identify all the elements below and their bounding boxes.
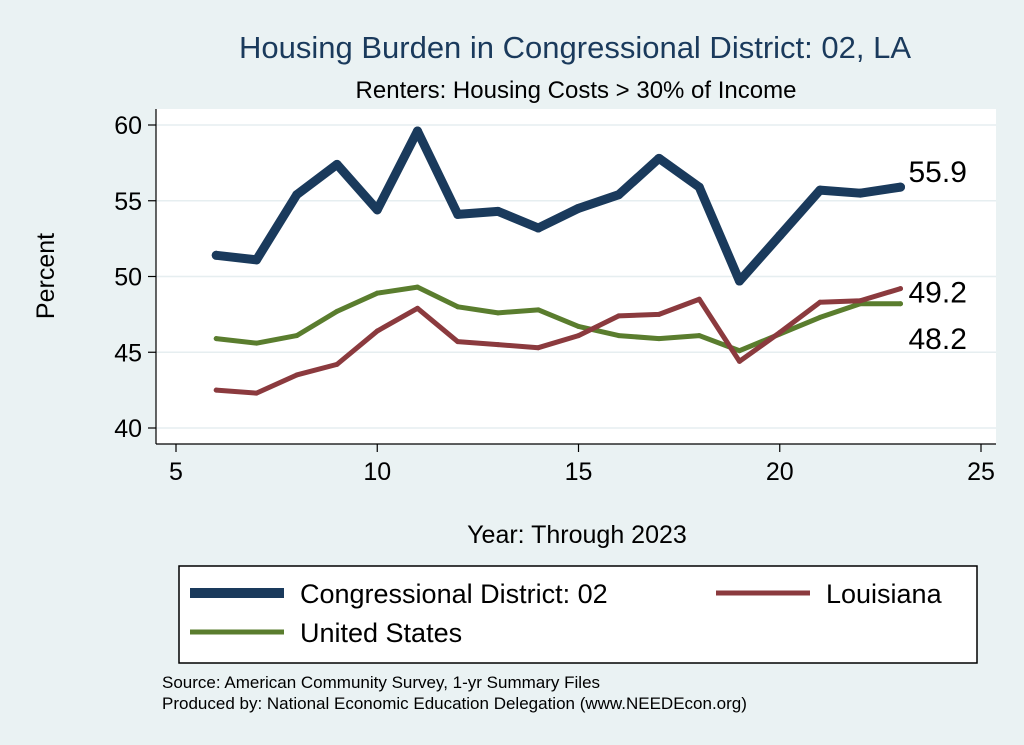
legend-label-district: Congressional District: 02: [300, 579, 608, 609]
data-point-district: [493, 206, 503, 216]
x-tick-label: 15: [565, 458, 593, 486]
end-label-louisiana: 49.2: [909, 277, 967, 310]
data-point-district: [332, 159, 342, 169]
data-point-louisiana: [213, 387, 219, 393]
data-point-district: [735, 276, 744, 286]
data-point-louisiana: [535, 345, 541, 351]
data-point-district: [533, 223, 543, 233]
data-point-louisiana: [334, 361, 340, 367]
data-point-louisiana: [294, 372, 300, 378]
data-point-louisiana: [696, 296, 702, 302]
data-point-us: [817, 314, 823, 320]
end-labels: 55.9 49.2 48.2: [909, 156, 967, 356]
y-axis-ticks: 40 45 50 55 60: [114, 112, 156, 443]
data-point-us: [495, 310, 501, 316]
data-point-us: [616, 333, 622, 339]
series-group: [211, 126, 905, 396]
series-line-louisiana: [213, 286, 903, 396]
data-point-louisiana: [415, 305, 420, 311]
data-point-us: [334, 308, 340, 314]
y-axis-label: Percent: [32, 233, 60, 319]
y-tick-label: 60: [114, 112, 142, 140]
data-point-us: [898, 301, 903, 307]
data-point-us: [696, 333, 702, 339]
data-point-district: [252, 255, 261, 265]
data-point-louisiana: [777, 330, 783, 336]
data-point-louisiana: [455, 339, 461, 345]
data-point-district: [574, 203, 583, 213]
end-label-district: 55.9: [909, 156, 967, 189]
data-point-us: [254, 340, 259, 346]
data-point-louisiana: [857, 298, 863, 304]
end-label-us: 48.2: [909, 323, 967, 356]
data-point-us: [294, 333, 300, 339]
legend-box: [178, 565, 978, 664]
data-point-district: [453, 209, 463, 219]
data-point-district: [654, 153, 664, 163]
data-point-us: [737, 348, 742, 354]
series-line-district: [211, 126, 905, 286]
x-axis-ticks: 5 10 15 20 25: [169, 444, 995, 486]
x-axis-label: Year: Through 2023: [467, 521, 687, 549]
data-point-district: [815, 185, 825, 195]
data-point-us: [374, 290, 380, 296]
data-point-district: [292, 190, 302, 200]
data-point-louisiana: [737, 358, 742, 364]
y-tick-label: 50: [114, 264, 142, 292]
x-tick-label: 20: [766, 458, 794, 486]
legend-label-us: United States: [300, 618, 462, 648]
produced-note: Produced by: National Economic Education…: [162, 694, 747, 713]
chart-subtitle: Renters: Housing Costs > 30% of Income: [356, 77, 797, 104]
chart-title: Housing Burden in Congressional District…: [239, 30, 911, 65]
data-point-louisiana: [374, 328, 380, 334]
data-point-district: [413, 126, 422, 136]
data-point-us: [455, 304, 461, 310]
data-point-us: [576, 323, 581, 329]
data-point-louisiana: [616, 313, 622, 319]
data-point-us: [656, 336, 662, 342]
y-tick-label: 40: [114, 415, 142, 443]
legend-label-louisiana: Louisiana: [826, 579, 943, 609]
data-point-louisiana: [495, 342, 501, 348]
source-note: Source: American Community Survey, 1-yr …: [162, 673, 600, 692]
data-point-louisiana: [576, 333, 581, 339]
series-line-us: [213, 284, 903, 354]
x-tick-label: 5: [169, 458, 183, 486]
data-point-district: [694, 182, 704, 192]
data-point-louisiana: [898, 286, 903, 292]
data-point-louisiana: [254, 390, 259, 396]
data-point-us: [213, 336, 219, 342]
x-tick-label: 25: [967, 458, 995, 486]
data-point-us: [415, 284, 420, 290]
data-point-district: [896, 182, 905, 192]
data-point-district: [855, 188, 865, 198]
data-point-district: [775, 231, 785, 241]
y-tick-label: 45: [114, 339, 142, 367]
data-point-us: [535, 307, 541, 313]
data-point-district: [372, 205, 382, 215]
data-point-louisiana: [656, 311, 662, 317]
x-tick-label: 10: [363, 458, 391, 486]
data-point-district: [614, 190, 624, 200]
data-point-louisiana: [817, 299, 823, 305]
data-point-district: [211, 250, 221, 260]
y-tick-label: 55: [114, 188, 142, 216]
